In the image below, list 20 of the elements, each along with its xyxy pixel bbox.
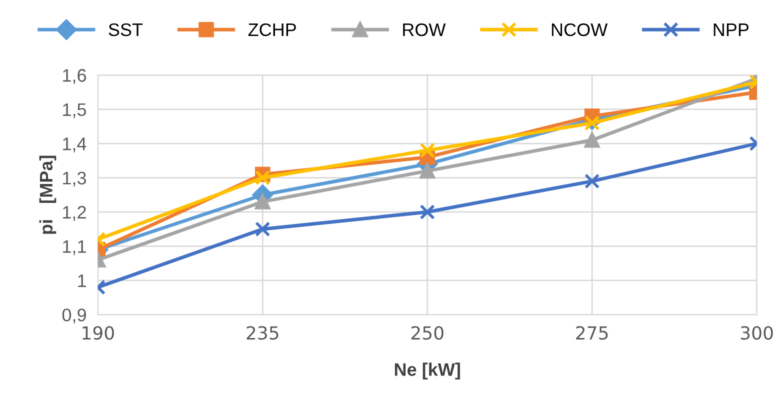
y-tick-label: 1 [78,274,86,287]
x-tick-label: 300 [740,326,773,340]
y-tick-label: 1,2 [63,206,86,221]
x-tick-label: 275 [576,326,608,340]
y-tick-label: 1,3 [63,172,86,187]
legend-label: SST [108,23,143,36]
y-tick-label: 1,1 [63,240,86,256]
x-axis-title: Ne [kW] [394,362,460,380]
y-tick-label: 1,5 [63,103,86,118]
x-tick-label: 250 [411,326,444,340]
legend-label: ZCHP [248,23,296,36]
y-axis-title: pi [MPa] [39,156,56,234]
legend-label: ROW [403,23,446,36]
legend-label: NCOW [552,23,608,36]
y-tick-label: 0,9 [62,308,86,324]
x-tick-label: 190 [82,326,114,340]
x-tick-label: 235 [246,326,278,340]
y-tick-label: 1,6 [63,69,86,84]
legend-label: NPP [714,24,749,36]
y-tick-label: 1,4 [63,138,86,152]
